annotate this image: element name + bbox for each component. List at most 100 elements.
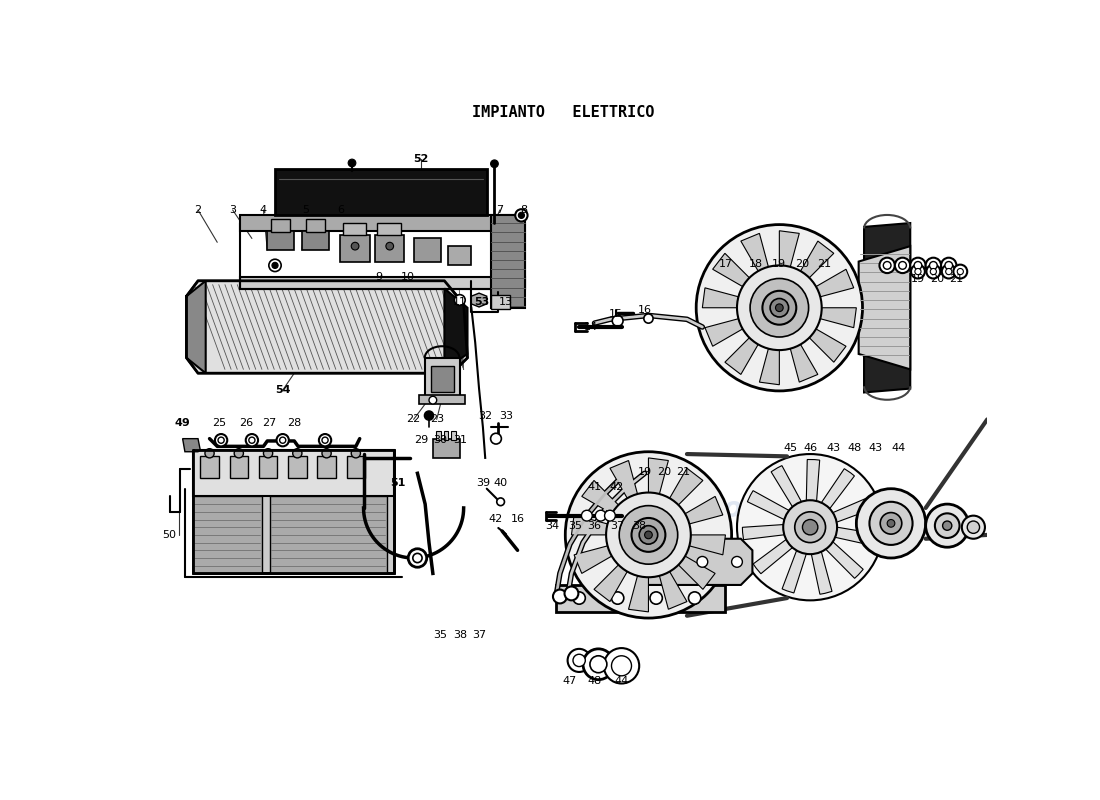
Text: 17: 17 (718, 259, 733, 269)
Polygon shape (779, 230, 800, 267)
Text: 46: 46 (803, 443, 817, 453)
Circle shape (942, 265, 956, 278)
Bar (491, 215, 526, 308)
Circle shape (279, 437, 286, 443)
Text: 48: 48 (848, 443, 862, 453)
Polygon shape (472, 293, 486, 307)
Polygon shape (343, 223, 366, 235)
Circle shape (612, 656, 631, 676)
Circle shape (491, 434, 502, 444)
Text: 2: 2 (195, 205, 201, 215)
Polygon shape (747, 490, 789, 520)
Circle shape (794, 512, 825, 542)
Bar (288, 456, 307, 478)
Text: 52: 52 (414, 154, 429, 164)
Circle shape (911, 265, 925, 278)
Text: 21: 21 (949, 274, 964, 284)
Circle shape (967, 521, 979, 534)
Circle shape (926, 504, 969, 547)
Text: 34: 34 (546, 521, 559, 530)
Circle shape (268, 259, 282, 271)
Circle shape (612, 592, 624, 604)
Text: 20: 20 (931, 274, 944, 284)
Circle shape (689, 592, 701, 604)
Circle shape (895, 258, 911, 273)
Circle shape (770, 298, 789, 317)
Polygon shape (810, 329, 846, 362)
Circle shape (776, 304, 783, 312)
Text: 20: 20 (657, 466, 671, 477)
Circle shape (425, 411, 433, 420)
Text: 26: 26 (240, 418, 254, 428)
Text: 37: 37 (610, 521, 625, 530)
Circle shape (954, 265, 967, 278)
Text: 31: 31 (453, 435, 466, 445)
Polygon shape (425, 358, 460, 396)
Text: 21: 21 (676, 466, 690, 477)
Polygon shape (275, 169, 486, 215)
Circle shape (762, 291, 796, 325)
Text: 50: 50 (163, 530, 176, 540)
Polygon shape (377, 223, 400, 235)
Polygon shape (582, 481, 618, 514)
Polygon shape (574, 546, 612, 574)
Text: 16: 16 (510, 514, 525, 525)
Circle shape (650, 592, 662, 604)
Circle shape (639, 526, 658, 544)
Text: 51: 51 (390, 478, 406, 488)
Text: 38: 38 (453, 630, 466, 640)
Circle shape (583, 649, 614, 680)
Text: 23: 23 (430, 414, 443, 424)
Text: 42: 42 (609, 482, 624, 492)
Circle shape (945, 262, 953, 270)
Text: 20: 20 (795, 259, 810, 269)
Circle shape (783, 500, 837, 554)
Polygon shape (826, 542, 864, 578)
Polygon shape (833, 497, 876, 522)
Text: 14: 14 (584, 322, 597, 332)
Circle shape (887, 519, 895, 527)
Text: 15: 15 (609, 309, 623, 319)
Circle shape (595, 510, 606, 521)
Circle shape (351, 242, 359, 250)
Bar (258, 456, 277, 478)
Circle shape (429, 396, 437, 404)
Polygon shape (301, 230, 329, 250)
Circle shape (856, 489, 926, 558)
Text: 42: 42 (488, 514, 503, 525)
Circle shape (565, 452, 732, 618)
Circle shape (518, 212, 525, 218)
Polygon shape (375, 234, 405, 262)
Text: eurospares: eurospares (671, 494, 846, 522)
Text: 33: 33 (499, 410, 513, 421)
Polygon shape (267, 230, 295, 250)
Circle shape (631, 518, 666, 552)
Polygon shape (821, 308, 856, 328)
Text: 39: 39 (476, 478, 490, 487)
Polygon shape (816, 270, 854, 297)
Text: 49: 49 (175, 418, 190, 428)
Polygon shape (713, 254, 749, 286)
Circle shape (645, 531, 652, 538)
Circle shape (880, 258, 895, 273)
Text: 9: 9 (375, 272, 383, 282)
Polygon shape (812, 552, 832, 594)
Polygon shape (741, 234, 769, 271)
Text: 43: 43 (869, 443, 882, 453)
Circle shape (915, 269, 921, 274)
Polygon shape (645, 538, 752, 585)
Text: 11: 11 (453, 298, 466, 307)
Circle shape (351, 449, 361, 458)
Text: 19: 19 (772, 259, 786, 269)
Polygon shape (419, 394, 465, 404)
Circle shape (737, 266, 822, 350)
Circle shape (957, 269, 964, 274)
Text: 13: 13 (499, 298, 513, 307)
Polygon shape (685, 496, 723, 524)
Polygon shape (609, 461, 638, 498)
Text: 18: 18 (749, 259, 763, 269)
Polygon shape (431, 366, 454, 393)
Polygon shape (186, 281, 468, 373)
Polygon shape (270, 496, 387, 574)
Circle shape (272, 262, 278, 269)
